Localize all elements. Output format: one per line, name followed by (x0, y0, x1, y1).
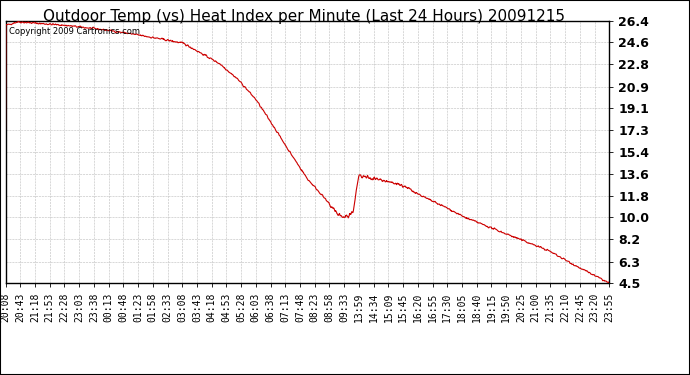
Text: Copyright 2009 Cartronics.com: Copyright 2009 Cartronics.com (8, 27, 139, 36)
Text: Outdoor Temp (vs) Heat Index per Minute (Last 24 Hours) 20091215: Outdoor Temp (vs) Heat Index per Minute … (43, 9, 564, 24)
